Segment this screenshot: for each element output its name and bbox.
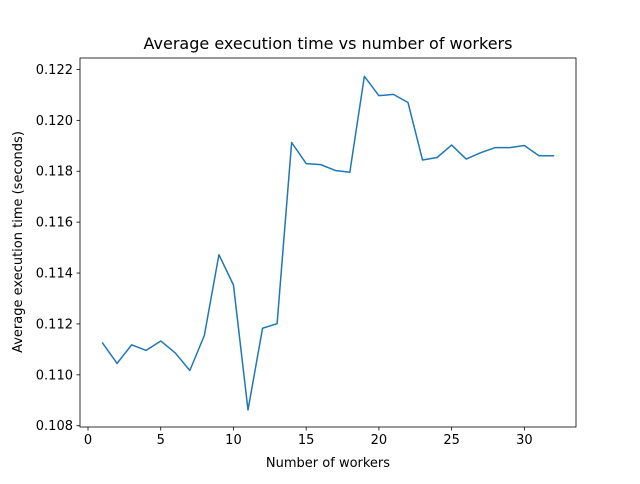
x-tick-label: 25: [443, 433, 460, 448]
x-tick-label: 30: [516, 433, 533, 448]
y-tick-label: 0.112: [36, 317, 73, 332]
y-tick-label: 0.122: [36, 63, 73, 78]
plot-area: 0 5 10 15 20 25 30 0.108 0.110 0.112 0.114 0.116 0.1…: [36, 57, 577, 448]
series-line-1: [101, 75, 555, 411]
y-axis-label: Average execution time (seconds): [11, 131, 26, 353]
x-tick-label: 20: [371, 433, 388, 448]
y-tick-label: 0.110: [36, 368, 73, 383]
y-tick-label: 0.114: [36, 267, 73, 282]
chart-title: Average execution time vs number of work…: [144, 34, 513, 53]
x-tick-label: 5: [157, 433, 165, 448]
x-tick-label: 0: [84, 433, 92, 448]
y-tick-label: 0.120: [36, 114, 73, 129]
x-tick-label: 15: [298, 433, 315, 448]
y-tick-label: 0.116: [36, 216, 73, 231]
y-tick-label: 0.108: [36, 419, 73, 434]
axes-frame: [79, 57, 577, 428]
y-tick-label: 0.118: [36, 165, 73, 180]
x-axis-label: Number of workers: [266, 456, 390, 471]
x-tick-label: 10: [225, 433, 242, 448]
